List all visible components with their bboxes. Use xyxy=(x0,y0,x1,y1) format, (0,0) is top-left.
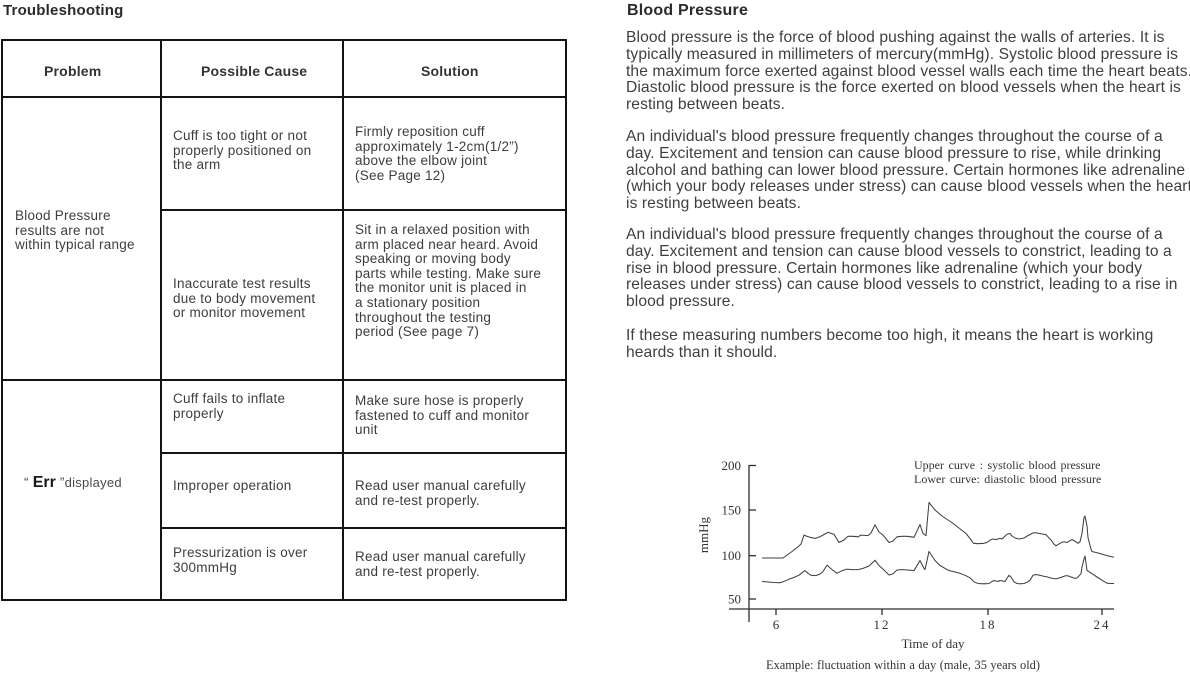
svg-text:100: 100 xyxy=(722,548,742,563)
svg-text:50: 50 xyxy=(728,592,741,607)
svg-text:18: 18 xyxy=(980,617,997,632)
svg-text:150: 150 xyxy=(722,503,742,518)
svg-text:Lower curve: diastolic blood p: Lower curve: diastolic blood pressure xyxy=(914,472,1101,486)
svg-text:Time of day: Time of day xyxy=(901,636,965,651)
svg-text:6: 6 xyxy=(773,617,780,632)
svg-text:Example: fluctuation within a: Example: fluctuation within a day (male,… xyxy=(766,658,1040,672)
svg-text:12: 12 xyxy=(874,617,891,632)
svg-text:Upper curve : systolic blood p: Upper curve : systolic blood pressure xyxy=(914,458,1100,472)
svg-text:mmHg: mmHg xyxy=(696,516,711,553)
svg-text:24: 24 xyxy=(1094,617,1111,632)
svg-text:200: 200 xyxy=(722,458,742,473)
